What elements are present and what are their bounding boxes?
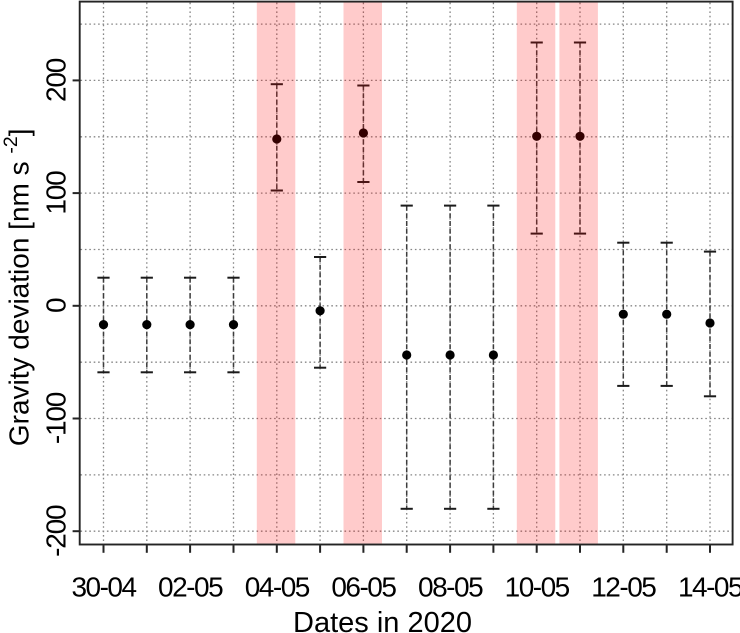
svg-text:Gravity deviation [nm s -2]: Gravity deviation [nm s -2] bbox=[0, 128, 35, 446]
svg-text:08-05: 08-05 bbox=[418, 571, 483, 602]
svg-text:14-05: 14-05 bbox=[678, 571, 740, 602]
svg-text:0: 0 bbox=[41, 298, 72, 313]
svg-text:02-05: 02-05 bbox=[158, 571, 223, 602]
svg-text:30-04: 30-04 bbox=[71, 571, 136, 602]
svg-text:-200: -200 bbox=[41, 505, 72, 557]
svg-text:-100: -100 bbox=[41, 392, 72, 444]
svg-text:12-05: 12-05 bbox=[591, 571, 656, 602]
svg-text:06-05: 06-05 bbox=[331, 571, 396, 602]
svg-text:200: 200 bbox=[41, 58, 72, 102]
svg-text:100: 100 bbox=[41, 171, 72, 215]
svg-text:Dates in 2020: Dates in 2020 bbox=[293, 607, 472, 633]
svg-text:10-05: 10-05 bbox=[505, 571, 570, 602]
svg-text:04-05: 04-05 bbox=[245, 571, 310, 602]
